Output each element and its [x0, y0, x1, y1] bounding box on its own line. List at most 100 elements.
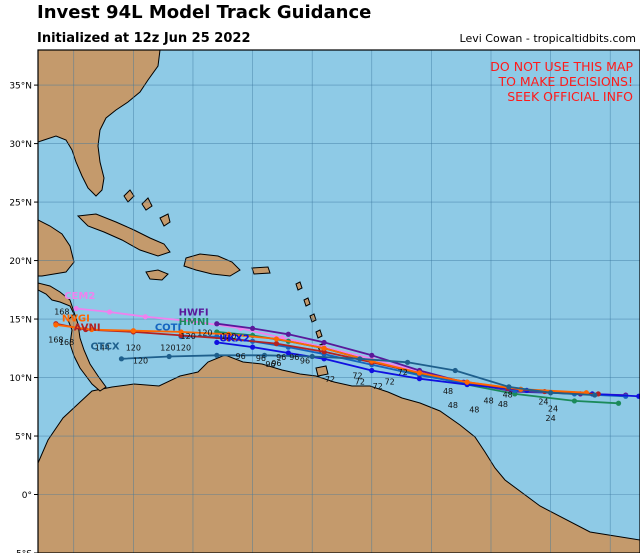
forecast-hour-label: 24 — [548, 404, 558, 413]
track-point-nvgi — [89, 326, 95, 333]
forecast-hour-label: 48 — [484, 396, 494, 405]
track-point-nvgi — [130, 328, 136, 334]
forecast-hour-label: 120 — [133, 356, 148, 365]
track-point-ctcx — [547, 390, 554, 396]
forecast-hour-label: 144 — [95, 344, 110, 353]
track-point-cem2 — [190, 318, 196, 324]
track-point-nvgi — [53, 322, 59, 328]
forecast-hour-label: 168 — [48, 335, 63, 344]
forecast-hour-label: 120 — [197, 328, 212, 337]
initialized-time: Initialized at 12z Jun 25 2022 — [37, 31, 251, 46]
forecast-hour-label: 120 — [176, 344, 191, 353]
track-point-ukx2 — [249, 344, 256, 350]
model-tracks — [53, 305, 640, 406]
track-point-ctcx — [261, 352, 268, 358]
map-title: Invest 94L Model Track Guidance — [37, 2, 372, 23]
track-point-ctcx — [166, 353, 172, 360]
forecast-hour-label: 96 — [289, 353, 299, 362]
forecast-hour-label: 120 — [221, 332, 236, 341]
lesser-antilles-landmass — [295, 281, 325, 353]
track-point-hmni — [571, 398, 578, 404]
track-nvgi — [55, 324, 587, 394]
track-point-cem2 — [73, 305, 79, 312]
track-point-nvgi — [178, 329, 184, 335]
track-point-hwfi — [249, 325, 256, 332]
track-point-ctcx — [309, 353, 315, 360]
track-point-hwfi — [369, 352, 375, 358]
model-label-ukx2: UKX2 — [219, 333, 250, 344]
forecast-hour-label: 120 — [160, 344, 175, 353]
track-point-ukx2 — [285, 350, 291, 356]
track-point-nvgi — [464, 379, 470, 385]
forecast-hour-label: 96 — [256, 354, 266, 363]
north-america-landmass — [38, 50, 161, 197]
track-point-avni — [273, 341, 280, 347]
trinidad-landmass — [315, 365, 329, 377]
track-point-ukx2 — [636, 393, 640, 399]
model-label-ctcx: CTCX — [90, 341, 119, 352]
track-point-ctcx — [357, 356, 363, 362]
warning-line: TO MAKE DECISIONS! — [497, 74, 633, 89]
model-label-cem2: CEM2 — [64, 291, 95, 302]
track-point-ctcx — [214, 352, 220, 358]
forecast-hour-label: 72 — [352, 372, 362, 381]
yucatan-landmass — [38, 219, 75, 277]
track-point-ukx2 — [369, 367, 375, 374]
track-point-nvgi — [226, 331, 232, 337]
model-label-coti: COTI — [155, 323, 181, 334]
track-point-ctcx — [404, 359, 411, 365]
track-point-ctcx — [118, 356, 125, 362]
track-point-ctcx — [506, 384, 512, 390]
forecast-hour-label: 48 — [498, 400, 508, 409]
latitude-labels: 35°N 30°N 25°N 20°N 15°N 10°N 5°N 0° 5°S — [9, 82, 38, 553]
model-label-hwfi: HWFI — [179, 308, 209, 319]
warning-line: SEEK OFFICIAL INFO — [507, 89, 633, 104]
model-label-avni: AVNI — [74, 323, 101, 334]
forecast-hour-label: 72 — [398, 368, 408, 377]
latitude-label: 15°N — [9, 316, 32, 326]
forecast-hour-label: 96 — [271, 359, 281, 368]
latitude-label: 0° — [22, 491, 32, 501]
track-point-nvgi — [273, 336, 280, 342]
track-point-hmni — [615, 400, 622, 406]
track-point-nvgi — [321, 345, 327, 351]
bahamas-landmass — [123, 189, 171, 227]
forecast-hour-label: 72 — [373, 382, 383, 391]
forecast-hour-label: 168 — [59, 338, 74, 347]
forecast-hour-label: 96 — [265, 360, 275, 369]
hispaniola-landmass — [183, 253, 241, 277]
track-point-nvgi — [416, 370, 423, 376]
track-point-ctcx — [592, 392, 598, 398]
model-label-hmni: HMNI — [179, 317, 209, 328]
latitude-label: 30°N — [9, 140, 32, 150]
forecast-hour-label: 120 — [181, 332, 196, 341]
forecast-hour-label: 72 — [355, 378, 365, 387]
forecast-hour-label: 24 — [538, 397, 548, 406]
south-america-landmass — [38, 354, 640, 553]
landmass-layer — [38, 50, 640, 553]
track-point-ctcx — [452, 367, 458, 374]
track-point-ukx2 — [214, 339, 220, 346]
forecast-hour-label: 96 — [300, 356, 310, 365]
model-label-nvgi: NVGI — [62, 313, 90, 324]
warning-line: DO NOT USE THIS MAP — [490, 59, 633, 74]
latitude-label: 20°N — [9, 257, 32, 267]
cuba-landmass — [76, 213, 171, 257]
latitude-label: 25°N — [9, 199, 32, 209]
credit-text: Levi Cowan - tropicaltidbits.com — [459, 32, 636, 45]
latitude-label: 10°N — [9, 374, 32, 384]
track-point-hwfi — [321, 339, 327, 346]
track-point-avni — [226, 336, 232, 342]
forecast-hour-labels: 2424244848484848487272727272729696969696… — [48, 307, 558, 422]
map-frame — [37, 49, 640, 553]
central-america-landmass — [38, 282, 107, 392]
forecast-hour-label: 96 — [236, 352, 246, 361]
forecast-hour-label: 168 — [54, 307, 69, 316]
forecast-hour-label: 72 — [325, 375, 335, 384]
track-point-cem2 — [142, 314, 148, 320]
track-point-hwfi — [285, 331, 291, 337]
latitude-label: 5°N — [15, 433, 32, 443]
track-point-ukx2 — [416, 376, 423, 382]
